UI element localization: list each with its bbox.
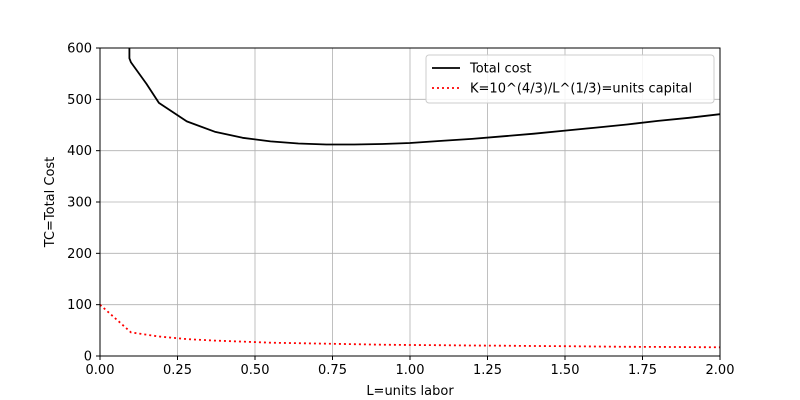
capital-line <box>100 304 720 349</box>
y-tick-label: 100 <box>67 298 92 313</box>
y-tick-label: 500 <box>67 93 92 108</box>
x-tick-label: 0.75 <box>318 363 347 378</box>
x-tick-label: 0.25 <box>163 363 192 378</box>
x-tick-label: 1.25 <box>473 363 502 378</box>
x-tick-label: 1.00 <box>396 363 425 378</box>
axis-ticks: 0.00 0.25 0.50 0.75 1.00 1.25 1.50 1.75 2.00 0 100… <box>67 42 734 379</box>
x-tick-label: 0.00 <box>86 363 115 378</box>
y-tick-label: 0 <box>84 350 92 365</box>
x-tick-label: 1.75 <box>628 363 657 378</box>
x-tick-label: 0.50 <box>241 363 270 378</box>
x-tick-label: 1.50 <box>551 363 580 378</box>
legend-label-capital: K=10^(4/3)/L^(1/3)=units capital <box>470 82 692 97</box>
x-tick-label: 2.00 <box>706 363 735 378</box>
legend-label-total-cost: Total cost <box>469 62 531 77</box>
total-cost-line <box>128 48 720 146</box>
series-group <box>100 48 720 349</box>
y-tick-label: 400 <box>67 144 92 159</box>
legend: Total cost K=10^(4/3)/L^(1/3)=units capi… <box>425 54 715 104</box>
y-tick-label: 600 <box>67 42 92 57</box>
legend-box <box>425 54 715 104</box>
y-tick-label: 300 <box>67 196 92 211</box>
y-tick-label: 200 <box>67 247 92 262</box>
x-axis-title: L=units labor <box>366 384 454 399</box>
y-axis-title: TC=Total Cost <box>43 157 58 249</box>
